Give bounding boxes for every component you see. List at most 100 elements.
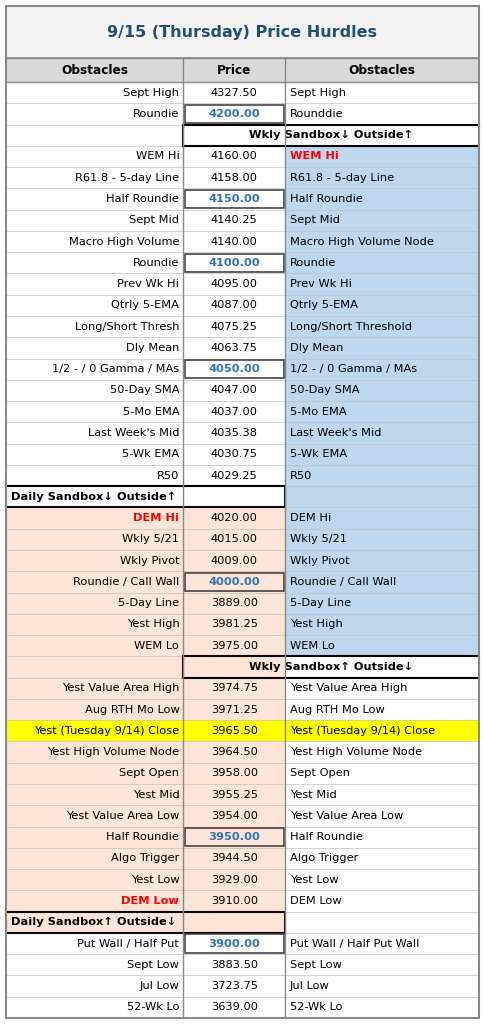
Bar [6, 571, 183, 593]
Bar [6, 508, 183, 528]
Bar [285, 763, 478, 784]
Text: 4029.25: 4029.25 [211, 471, 257, 480]
Bar [285, 613, 478, 635]
Bar [285, 976, 478, 996]
Bar [6, 145, 183, 167]
Text: 3974.75: 3974.75 [210, 683, 257, 693]
Bar [6, 273, 183, 295]
Text: R61.8 - 5-day Line: R61.8 - 5-day Line [75, 173, 179, 182]
Bar [183, 188, 285, 210]
Bar [285, 656, 478, 678]
Text: Sept High: Sept High [289, 88, 346, 97]
Bar [285, 316, 478, 337]
Bar [285, 443, 478, 465]
Text: 1/2 - / 0 Gamma / MAs: 1/2 - / 0 Gamma / MAs [289, 365, 416, 374]
Text: 52-Wk Lo: 52-Wk Lo [127, 1002, 179, 1013]
Text: 5-Day Line: 5-Day Line [289, 598, 350, 608]
Bar [183, 82, 285, 103]
Text: Daily Sandbox↑ Outside↓: Daily Sandbox↑ Outside↓ [11, 918, 176, 928]
Bar [183, 125, 285, 145]
Bar [6, 741, 183, 763]
Bar [285, 996, 478, 1018]
Text: Wkly Sandbox↑ Outside↓: Wkly Sandbox↑ Outside↓ [249, 662, 412, 672]
Text: Yest (Tuesday 9/14) Close: Yest (Tuesday 9/14) Close [289, 726, 434, 736]
Bar [6, 699, 183, 720]
Bar [183, 210, 285, 230]
Bar [184, 935, 283, 952]
Text: Algo Trigger: Algo Trigger [289, 853, 358, 863]
Bar [6, 337, 183, 358]
Text: 3883.50: 3883.50 [210, 959, 257, 970]
Bar [183, 826, 285, 848]
Bar [6, 656, 183, 678]
Text: 3910.00: 3910.00 [210, 896, 257, 906]
Bar [285, 699, 478, 720]
Text: Dly Mean: Dly Mean [126, 343, 179, 353]
Text: 3971.25: 3971.25 [210, 705, 257, 715]
Bar [6, 295, 183, 316]
Bar [285, 635, 478, 656]
Bar [183, 805, 285, 826]
Bar [183, 465, 285, 486]
Text: 3639.00: 3639.00 [210, 1002, 257, 1013]
Text: Algo Trigger: Algo Trigger [111, 853, 179, 863]
Bar [6, 613, 183, 635]
Text: 3981.25: 3981.25 [210, 620, 257, 630]
Bar [6, 6, 478, 58]
Text: Yest Value Area High: Yest Value Area High [62, 683, 179, 693]
Bar [285, 358, 478, 380]
Text: Half Roundie: Half Roundie [106, 194, 179, 204]
Bar [6, 869, 183, 890]
Bar [6, 826, 183, 848]
Bar [183, 656, 285, 678]
Bar [6, 528, 183, 550]
Text: Roundie / Call Wall: Roundie / Call Wall [289, 577, 395, 587]
Bar [6, 422, 183, 443]
Text: 4327.50: 4327.50 [211, 88, 257, 97]
Text: Yest High Volume Node: Yest High Volume Node [289, 748, 422, 757]
Text: 3964.50: 3964.50 [211, 748, 257, 757]
Text: 4095.00: 4095.00 [210, 280, 257, 289]
Bar [6, 443, 183, 465]
Bar [183, 890, 285, 911]
Bar [183, 337, 285, 358]
Text: 50-Day SMA: 50-Day SMA [289, 385, 359, 395]
Bar [6, 976, 183, 996]
Bar [285, 167, 478, 188]
Text: 3955.25: 3955.25 [210, 790, 257, 800]
Text: Qtrly 5-EMA: Qtrly 5-EMA [111, 300, 179, 310]
Bar [6, 635, 183, 656]
Bar [6, 167, 183, 188]
Bar [6, 486, 183, 508]
Bar [6, 103, 183, 125]
Bar [285, 571, 478, 593]
Text: 4037.00: 4037.00 [210, 407, 257, 417]
Bar [6, 720, 183, 741]
Text: 4030.75: 4030.75 [210, 450, 257, 460]
Text: Prev Wk Hi: Prev Wk Hi [117, 280, 179, 289]
Text: Wkly Sandbox↓ Outside↑: Wkly Sandbox↓ Outside↑ [249, 130, 412, 140]
Bar [6, 230, 183, 252]
Bar [183, 635, 285, 656]
Bar [285, 741, 478, 763]
Text: 4009.00: 4009.00 [210, 556, 257, 565]
Bar [183, 486, 285, 508]
Bar [6, 188, 183, 210]
Text: 4047.00: 4047.00 [211, 385, 257, 395]
Bar [183, 954, 285, 976]
Bar [6, 550, 183, 571]
Text: Wkly 5/21: Wkly 5/21 [289, 535, 347, 545]
Bar [285, 380, 478, 401]
Bar [183, 252, 285, 273]
Text: Aug RTH Mo Low: Aug RTH Mo Low [84, 705, 179, 715]
Bar [183, 443, 285, 465]
Text: 3965.50: 3965.50 [210, 726, 257, 736]
Text: Sept Open: Sept Open [119, 768, 179, 778]
Text: Dly Mean: Dly Mean [289, 343, 343, 353]
Text: 4050.00: 4050.00 [208, 365, 259, 374]
Bar [285, 401, 478, 422]
Text: 4035.38: 4035.38 [210, 428, 257, 438]
Text: 3958.00: 3958.00 [210, 768, 257, 778]
Bar [285, 145, 478, 167]
Text: Wkly 5/21: Wkly 5/21 [122, 535, 179, 545]
